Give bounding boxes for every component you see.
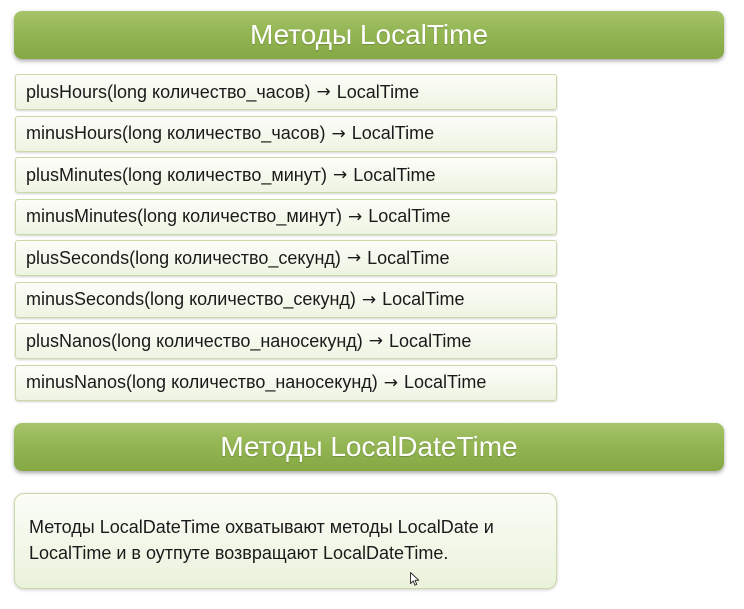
method-signature: minusNanos(long количество_наносекунд) xyxy=(26,372,378,392)
method-signature: minusMinutes(long количество_минут) xyxy=(26,206,342,226)
right-arrow-icon: → xyxy=(361,289,377,310)
method-item-minus-seconds: minusSeconds(long количество_секунд) → L… xyxy=(15,281,557,318)
method-return-type: LocalTime xyxy=(353,164,436,185)
method-item-minus-hours: minusHours(long количество_часов) → Loca… xyxy=(15,115,557,152)
description-line: Методы LocalDateTime охватывают методы L… xyxy=(29,517,494,537)
right-arrow-icon: → xyxy=(347,206,363,227)
method-item-minus-nanos: minusNanos(long количество_наносекунд) →… xyxy=(15,364,557,401)
right-arrow-icon: → xyxy=(383,372,399,393)
method-item-plus-nanos: plusNanos(long количество_наносекунд) → … xyxy=(15,323,557,359)
method-item-plus-minutes: plusMinutes(long количество_минут) → Loc… xyxy=(15,157,557,193)
method-return-type: LocalTime xyxy=(351,123,435,143)
description-line: LocalTime и в оутпуте возвращают LocalDa… xyxy=(29,543,449,563)
mouse-pointer-icon xyxy=(410,572,420,586)
method-signature: minusHours(long количество_часов) xyxy=(26,123,326,143)
method-item-minus-minutes: minusMinutes(long количество_минут) → Lo… xyxy=(15,198,557,235)
method-signature: plusSeconds(long количество_секунд) xyxy=(26,247,341,268)
right-arrow-icon: → xyxy=(331,123,346,144)
right-arrow-icon: → xyxy=(332,165,348,185)
right-arrow-icon: → xyxy=(316,82,331,102)
method-signature: plusNanos(long количество_наносекунд) xyxy=(26,330,363,351)
method-signature: minusSeconds(long количество_секунд) xyxy=(26,289,356,309)
method-signature: plusMinutes(long количество_минут) xyxy=(26,164,327,185)
right-arrow-icon: → xyxy=(368,331,384,351)
right-arrow-icon: → xyxy=(346,248,362,268)
method-signature: plusHours(long количество_часов) xyxy=(26,81,311,102)
localtime-methods-list: plusHours(long количество_часов) → Local… xyxy=(15,74,557,406)
localtime-methods-header: Методы LocalTime xyxy=(14,11,724,59)
method-return-type: LocalTime xyxy=(389,330,472,351)
localdatetime-methods-header: Методы LocalDateTime xyxy=(14,423,724,471)
localdatetime-methods-title: Методы LocalDateTime xyxy=(220,431,518,462)
method-item-plus-seconds: plusSeconds(long количество_секунд) → Lo… xyxy=(15,240,557,276)
localdatetime-description-box: Методы LocalDateTime охватывают методы L… xyxy=(14,493,557,589)
method-return-type: LocalTime xyxy=(404,372,487,392)
method-return-type: LocalTime xyxy=(336,81,420,102)
method-return-type: LocalTime xyxy=(368,206,451,226)
method-return-type: LocalTime xyxy=(367,247,450,268)
method-return-type: LocalTime xyxy=(382,289,465,309)
localtime-methods-title: Методы LocalTime xyxy=(249,19,489,50)
method-item-plus-hours: plusHours(long количество_часов) → Local… xyxy=(15,74,557,110)
